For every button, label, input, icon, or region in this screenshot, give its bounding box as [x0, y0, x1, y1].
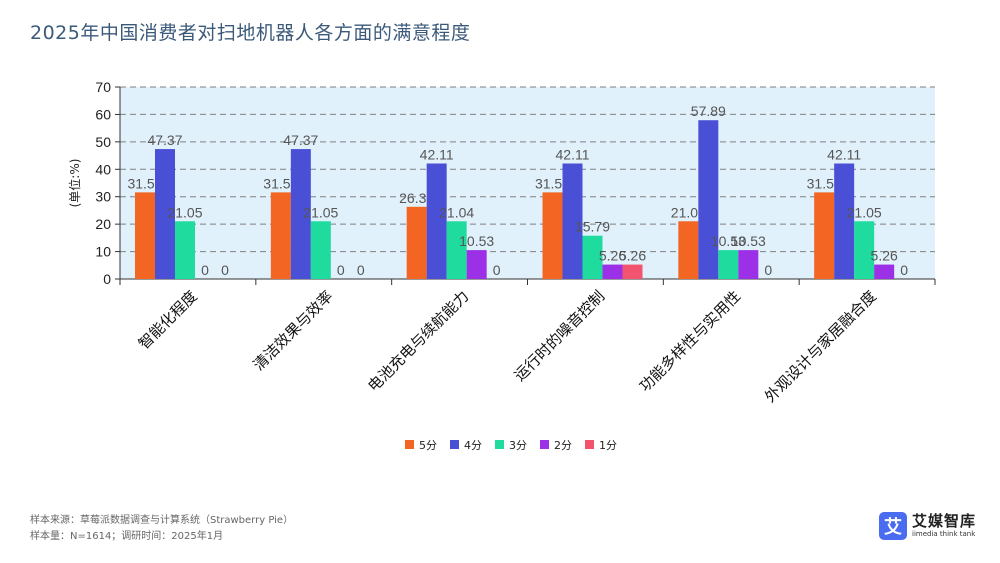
bar-5-4	[622, 264, 643, 279]
legend-swatch	[540, 440, 549, 449]
data-label: 10.53	[711, 233, 746, 249]
data-label: 10.53	[459, 233, 494, 249]
data-label: 0	[764, 262, 772, 278]
legend-swatch	[450, 440, 459, 449]
data-label: 5.26	[871, 248, 898, 264]
bar-1-3	[406, 206, 427, 279]
bar-1-6	[814, 192, 835, 279]
y-tick-label: 70	[95, 79, 111, 95]
bar-4-5	[738, 250, 759, 279]
data-label: 47.37	[283, 132, 318, 148]
legend-label: 3分	[509, 439, 527, 452]
data-label: 26.32	[399, 190, 434, 206]
data-label: 10.53	[731, 233, 766, 249]
brand-name: 艾媒智库	[912, 512, 977, 530]
bar-2-2	[290, 149, 311, 279]
bar-4-6	[874, 264, 895, 279]
bar-4-4	[602, 264, 623, 279]
bar-2-1	[155, 149, 175, 279]
bar-2-4	[562, 163, 583, 279]
data-label: 0	[357, 262, 365, 278]
bar-3-6	[854, 221, 875, 279]
data-label: 31.58	[807, 175, 842, 191]
plot-area	[120, 87, 935, 279]
bar-1-5	[678, 221, 699, 279]
source-note: 样本来源：草莓派数据调查与计算系统（Strawberry Pie） 样本量：N=…	[30, 513, 293, 545]
data-label: 5.26	[619, 248, 646, 264]
brand-mark-icon: 艾	[879, 512, 907, 540]
data-label: 31.58	[535, 175, 570, 191]
bar-4-3	[466, 250, 487, 279]
bar-2-6	[834, 163, 855, 279]
data-label: 5.26	[599, 248, 626, 264]
y-tick-label: 30	[95, 189, 111, 205]
data-label: 21.05	[847, 204, 882, 220]
legend-label: 5分	[419, 439, 437, 452]
y-tick-label: 20	[95, 216, 111, 232]
bar-1-2	[270, 192, 291, 279]
bar-2-3	[426, 163, 447, 279]
legend-swatch	[495, 440, 504, 449]
legend-label: 4分	[464, 439, 482, 452]
data-label: 0	[900, 262, 908, 278]
legend-swatch	[585, 440, 594, 449]
bar-1-4	[542, 192, 563, 279]
data-label: 0	[337, 262, 345, 278]
data-label: 31.58	[127, 175, 162, 191]
y-tick-label: 40	[95, 161, 111, 177]
x-category-label: 运行时的噪音控制	[511, 287, 609, 385]
data-label: 57.89	[691, 103, 726, 119]
bar-3-5	[718, 250, 739, 279]
data-label: 47.37	[147, 132, 182, 148]
data-label: 21.04	[439, 204, 474, 220]
brand-logo: 艾 艾媒智库 iimedia think tank	[879, 512, 976, 540]
legend-label: 1分	[599, 439, 617, 452]
data-label: 21.05	[671, 204, 706, 220]
x-category-label: 清洁效果与效率	[250, 287, 337, 374]
y-tick-label: 50	[95, 134, 111, 150]
source-text: 样本来源：草莓派数据调查与计算系统（Strawberry Pie）	[30, 515, 294, 526]
y-axis-label: (单位:%)	[67, 159, 82, 208]
legend-swatch	[405, 440, 414, 449]
data-label: 0	[221, 262, 229, 278]
x-category-label: 智能化程度	[135, 287, 201, 353]
data-label: 21.05	[167, 204, 202, 220]
bar-3-3	[446, 221, 467, 279]
data-label: 42.11	[827, 146, 861, 162]
bar-3-4	[582, 235, 603, 279]
legend-label: 2分	[554, 439, 572, 452]
brand-subtitle: iimedia think tank	[912, 530, 976, 538]
x-category-label: 电池充电与续航能力	[364, 287, 472, 395]
bar-2-5	[698, 120, 719, 279]
y-tick-label: 60	[95, 106, 111, 122]
data-label: 42.11	[556, 146, 590, 162]
x-category-label: 外观设计与家居融合度	[761, 287, 880, 406]
chart-title: 2025年中国消费者对扫地机器人各方面的满意程度	[30, 22, 471, 44]
y-tick-label: 10	[95, 244, 111, 260]
bar-3-2	[310, 221, 331, 279]
bar-1-1	[135, 192, 155, 279]
y-tick-label: 0	[103, 271, 111, 287]
data-label: 0	[201, 262, 209, 278]
data-label: 21.05	[303, 204, 338, 220]
data-label: 15.79	[575, 219, 610, 235]
data-label: 31.58	[263, 175, 298, 191]
x-category-label: 功能多样性与实用性	[636, 287, 744, 395]
data-label: 42.11	[420, 146, 454, 162]
data-label: 0	[493, 262, 501, 278]
sample-text: 样本量：N=1614；调研时间：2025年1月	[30, 531, 224, 542]
bar-3-1	[175, 221, 195, 279]
